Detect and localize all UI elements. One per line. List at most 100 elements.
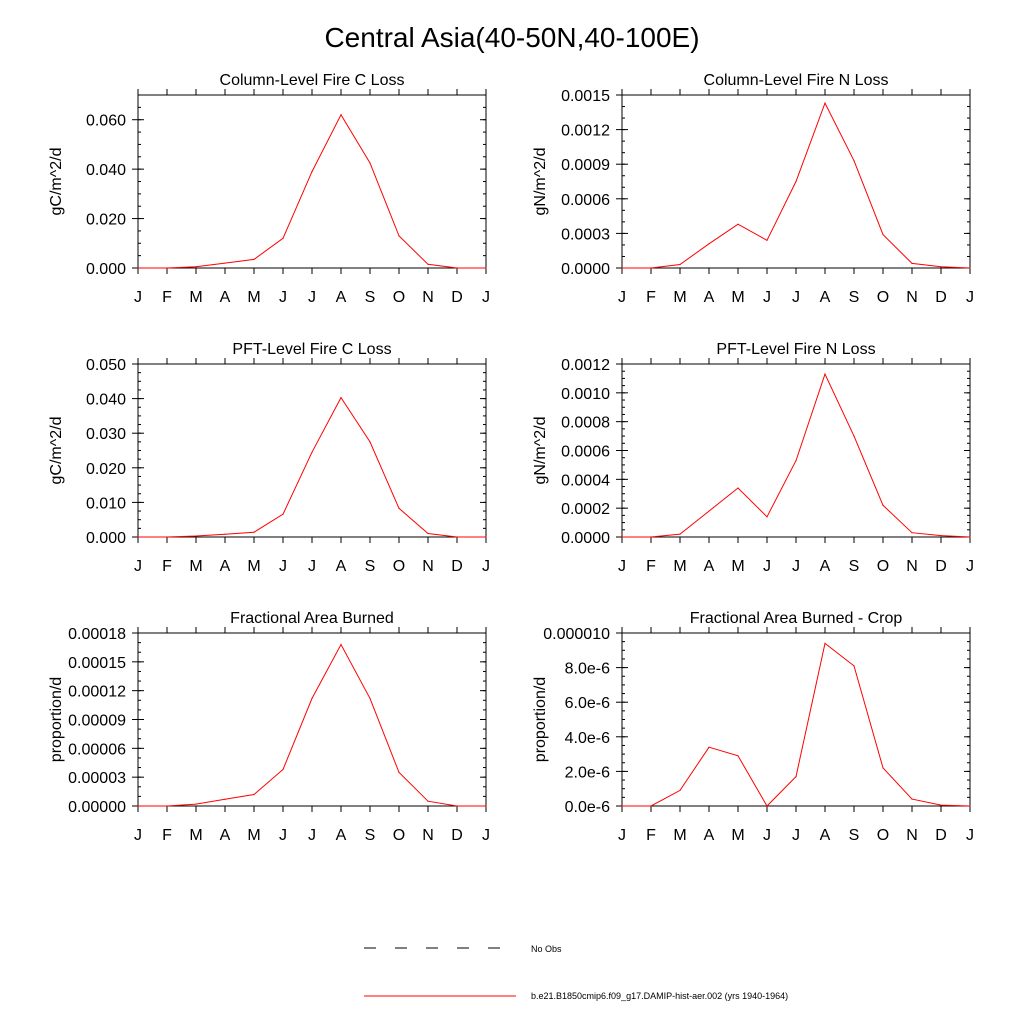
- data-point: [369, 697, 371, 699]
- data-point: [621, 536, 623, 538]
- data-point: [224, 262, 226, 264]
- plot-frame: [137, 632, 487, 807]
- data-point: [340, 396, 342, 399]
- x-tick-label: A: [704, 289, 715, 306]
- data-point: [224, 798, 226, 800]
- x-tick-label: A: [820, 289, 831, 306]
- series-line-model: [138, 113, 486, 269]
- data-point: [166, 536, 168, 538]
- x-tick-label: A: [336, 558, 347, 575]
- x-tick-label: J: [763, 558, 771, 575]
- x-tick-label: D: [935, 827, 947, 844]
- data-point: [398, 507, 400, 509]
- x-tick-label: S: [365, 289, 376, 306]
- data-point: [766, 805, 768, 807]
- data-point: [911, 262, 913, 264]
- data-point: [427, 263, 429, 265]
- x-tick-label: J: [134, 558, 142, 575]
- y-tick-label: 0.020: [86, 461, 126, 478]
- x-tick-label: A: [820, 827, 831, 844]
- x-tick-label: F: [646, 558, 656, 575]
- data-point: [679, 533, 681, 535]
- x-tick-label: A: [704, 558, 715, 575]
- chart-title: Fractional Area Burned - Crop: [690, 610, 903, 627]
- y-tick-label: 0.0015: [561, 88, 610, 105]
- x-tick-label: F: [646, 827, 656, 844]
- x-tick-label: J: [279, 827, 287, 844]
- x-tick-label: F: [162, 827, 172, 844]
- data-point: [853, 435, 855, 437]
- x-tick-label: J: [308, 827, 316, 844]
- y-tick-label: 0.000: [86, 261, 126, 278]
- chart-panel-6: Fractional Area Burned - Crop proportion/…: [532, 610, 974, 844]
- x-tick-label: J: [482, 289, 490, 306]
- data-point: [911, 798, 913, 800]
- data-point: [282, 513, 284, 515]
- y-tick-label: 0.0006: [561, 444, 610, 461]
- x-tick-label: J: [279, 558, 287, 575]
- y-tick-label: 0.0012: [561, 357, 610, 374]
- data-point: [282, 768, 284, 771]
- x-tick-label: A: [220, 289, 231, 306]
- data-point: [737, 223, 739, 225]
- series-line-model: [622, 372, 971, 538]
- data-point: [224, 533, 226, 535]
- data-point: [311, 171, 313, 173]
- data-point: [253, 793, 255, 796]
- x-tick-label: D: [451, 827, 463, 844]
- data-point: [679, 263, 681, 266]
- x-tick-label: D: [451, 289, 463, 306]
- x-tick-label: J: [763, 827, 771, 844]
- page-title: Central Asia(40-50N,40-100E): [324, 22, 700, 53]
- chart-panel-4: PFT-Level Fire N Loss gN/m^2/d 0.0000 0.000…: [532, 341, 974, 575]
- x-tick-label: J: [763, 289, 771, 306]
- x-tick-label: S: [849, 827, 860, 844]
- x-tick-label: N: [422, 289, 434, 306]
- x-tick-label: O: [877, 289, 889, 306]
- data-point: [737, 755, 739, 757]
- data-point: [369, 441, 371, 443]
- chart-title: Fractional Area Burned: [230, 610, 394, 627]
- y-tick-label: 2.0e-6: [565, 764, 610, 781]
- data-point: [369, 162, 371, 164]
- data-point: [621, 805, 623, 807]
- x-tick-label: J: [792, 289, 800, 306]
- data-point: [253, 258, 255, 260]
- x-tick-label: M: [673, 827, 686, 844]
- data-point: [282, 237, 284, 239]
- y-tick-label: 0.060: [86, 113, 126, 130]
- y-tick-label: 0.0009: [561, 157, 610, 174]
- data-point: [824, 373, 826, 375]
- x-tick-label: F: [646, 289, 656, 306]
- y-axis-label: gC/m^2/d: [48, 148, 65, 216]
- y-tick-label: 0.0012: [561, 123, 610, 140]
- x-tick-label: J: [134, 289, 142, 306]
- data-point: [708, 510, 710, 512]
- data-point: [853, 160, 855, 162]
- data-point: [911, 532, 913, 534]
- y-axis-label: gN/m^2/d: [532, 148, 549, 216]
- data-point: [766, 239, 768, 241]
- x-tick-label: M: [731, 558, 744, 575]
- data-point: [340, 643, 342, 646]
- x-tick-label: F: [162, 289, 172, 306]
- x-tick-label: A: [820, 558, 831, 575]
- y-tick-label: 0.0003: [561, 226, 610, 243]
- data-point: [137, 805, 139, 807]
- legend: No Obs b.e21.B1850cmip6.f09_g17.DAMIP-hi…: [364, 944, 788, 1001]
- y-tick-label: 6.0e-6: [565, 695, 610, 712]
- data-point: [195, 535, 197, 537]
- y-tick-label: 8.0e-6: [565, 661, 610, 678]
- x-tick-label: A: [336, 827, 347, 844]
- x-tick-label: N: [906, 558, 918, 575]
- y-tick-label: 0.0004: [561, 472, 610, 489]
- y-tick-label: 4.0e-6: [565, 730, 610, 747]
- x-tick-label: M: [731, 827, 744, 844]
- x-tick-label: J: [308, 289, 316, 306]
- x-tick-label: J: [618, 827, 626, 844]
- chart-title: Column-Level Fire N Loss: [704, 72, 889, 89]
- data-point: [882, 233, 884, 236]
- x-tick-label: N: [422, 558, 434, 575]
- data-point: [969, 805, 971, 807]
